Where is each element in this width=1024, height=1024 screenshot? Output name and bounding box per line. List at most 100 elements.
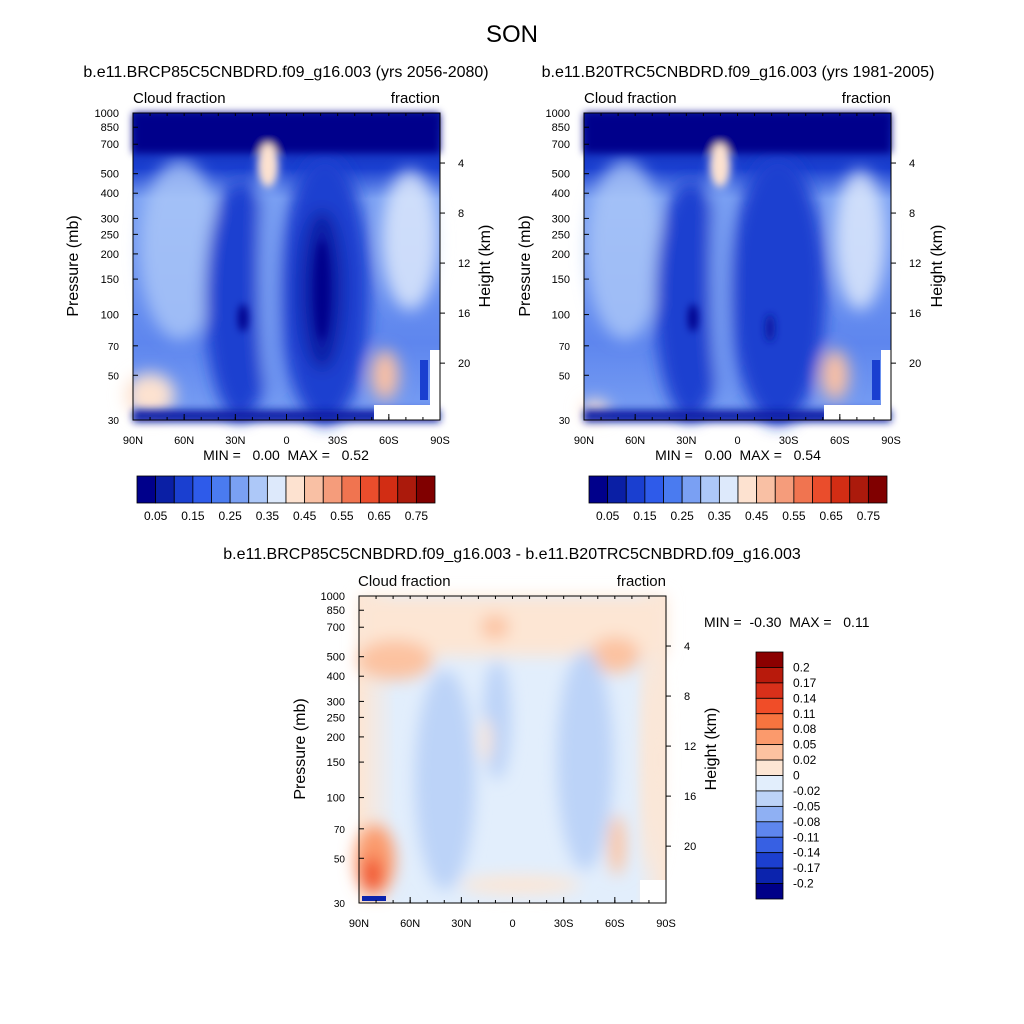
panel-2-y2ticks: 20 16 12 8 4 — [891, 158, 921, 370]
colorbar-label: -0.17 — [793, 861, 821, 875]
y-tick-label: 150 — [327, 757, 345, 769]
colorbar-box — [173, 475, 194, 504]
x-tick-label: 90N — [123, 435, 143, 447]
x-tick-label: 90S — [656, 918, 676, 930]
y-tick-label: 850 — [552, 122, 570, 134]
y-tick-label: 400 — [552, 188, 570, 200]
panel-3-left-label: Cloud fraction — [358, 573, 451, 590]
y2-tick-label: 8 — [909, 208, 915, 220]
y2-tick-label: 20 — [684, 841, 696, 853]
panel-3-field — [355, 596, 666, 903]
panel-3-y2ticks: 20 16 12 8 4 — [666, 641, 696, 853]
y-tick-label: 100 — [327, 793, 345, 805]
y-tick-label: 850 — [101, 122, 119, 134]
colorbar-box — [663, 475, 683, 504]
y-tick-label: 150 — [552, 274, 570, 286]
colorbar-box — [812, 475, 832, 504]
colorbar-label: 0.65 — [819, 509, 843, 523]
colorbar-box — [755, 790, 784, 807]
y-tick-label: 250 — [101, 229, 119, 241]
colorbar-label: 0.05 — [144, 509, 168, 523]
colorbar-label: 0.11 — [793, 707, 816, 721]
panel-1-y2label: Height (km) — [477, 225, 494, 308]
colorbar-box — [755, 682, 784, 699]
x-tick-label: 30S — [328, 435, 348, 447]
y-tick-label: 200 — [101, 249, 119, 261]
colorbar-box — [774, 475, 795, 504]
colorbar-box — [700, 475, 720, 504]
x-tick-label: 90N — [574, 435, 594, 447]
colorbar-box — [718, 475, 739, 504]
colorbar-box — [285, 475, 306, 504]
colorbar-box — [229, 475, 250, 504]
y2-tick-label: 16 — [909, 308, 921, 320]
y2-tick-label: 20 — [458, 358, 470, 370]
y-tick-label: 300 — [552, 213, 570, 225]
colorbar-label: 0.02 — [793, 753, 817, 767]
panel-2-xticks: 90N 60N 30N 0 30S 60S 90S — [574, 113, 901, 447]
colorbar-box — [755, 667, 784, 684]
x-tick-label: 60S — [379, 435, 399, 447]
panel-1-y2ticks: 20 16 12 8 4 — [440, 158, 470, 370]
colorbar-label: 0.65 — [367, 509, 391, 523]
x-tick-label: 30S — [554, 918, 574, 930]
panel-2: b.e11.B20TRC5CNBDRD.f09_g16.003 (yrs 198… — [517, 64, 946, 523]
colorbar-label: 0.35 — [256, 509, 280, 523]
colorbar-box — [322, 475, 343, 504]
y-tick-label: 500 — [552, 169, 570, 181]
y-tick-label: 50 — [334, 854, 346, 865]
panel-3-minmax: MIN = -0.30 MAX = 0.11 — [704, 614, 870, 630]
colorbar-box — [755, 867, 784, 884]
colorbar-box — [755, 651, 784, 668]
y-tick-label: 50 — [559, 371, 571, 382]
colorbar-box — [360, 475, 380, 504]
y-tick-label: 1000 — [546, 108, 570, 120]
colorbar-box — [755, 775, 784, 792]
colorbar-box — [266, 475, 287, 504]
panel-3-colorbar: 0.2 0.170.14 0.110.08 0.050.02 0-0.02-0.05 -0… — [755, 651, 821, 900]
y-tick-label: 30 — [559, 416, 571, 427]
colorbar-box — [755, 821, 784, 838]
colorbar-label: 0.05 — [596, 509, 620, 523]
colorbar-label: 0.35 — [708, 509, 732, 523]
colorbar-box — [755, 744, 784, 761]
y-tick-label: 1000 — [95, 108, 119, 120]
y-tick-label: 700 — [327, 622, 345, 634]
y-tick-label: 200 — [327, 732, 345, 744]
panel-2-y2label: Height (km) — [929, 225, 946, 308]
panel-3-yticks: 30 50 70 100 150 200 250 300 400 500 700 850 1000 — [321, 591, 364, 910]
y-tick-label: 100 — [101, 310, 119, 322]
panel-2-colorbar: 0.05 0.15 0.25 0.35 0.45 0.55 0.65 0.75 — [588, 475, 888, 523]
y-tick-label: 50 — [108, 371, 120, 382]
colorbar-box — [755, 805, 784, 823]
colorbar-label: 0 — [793, 769, 800, 783]
y2-tick-label: 20 — [909, 358, 921, 370]
colorbar-box — [304, 475, 324, 504]
panel-1: b.e11.BRCP85C5CNBDRD.f09_g16.003 (yrs 20… — [65, 64, 494, 523]
colorbar-label: 0.2 — [793, 660, 810, 674]
y-tick-label: 300 — [327, 696, 345, 708]
colorbar-box — [755, 883, 784, 900]
y2-tick-label: 4 — [684, 641, 690, 653]
panel-2-title: b.e11.B20TRC5CNBDRD.f09_g16.003 (yrs 198… — [542, 64, 935, 81]
panel-2-ylabel: Pressure (mb) — [517, 215, 534, 316]
colorbar-label: 0.14 — [793, 691, 817, 705]
colorbar-label: 0.17 — [793, 676, 817, 690]
y-tick-label: 70 — [334, 825, 346, 836]
colorbar-box — [397, 475, 417, 504]
x-tick-label: 90S — [881, 435, 901, 447]
colorbar-label: -0.14 — [793, 846, 821, 860]
colorbar-box — [625, 475, 646, 504]
colorbar-label: 0.55 — [782, 509, 806, 523]
panel-3: b.e11.BRCP85C5CNBDRD.f09_g16.003 - b.e11… — [223, 546, 869, 930]
colorbar-label: 0.15 — [181, 509, 205, 523]
panel-1-title: b.e11.BRCP85C5CNBDRD.f09_g16.003 (yrs 20… — [83, 64, 488, 81]
x-tick-label: 60S — [605, 918, 625, 930]
panel-2-right-label: fraction — [842, 90, 891, 107]
y-tick-label: 1000 — [321, 591, 345, 603]
y2-tick-label: 16 — [458, 308, 470, 320]
colorbar-box — [248, 475, 268, 504]
colorbar-label: 0.25 — [670, 509, 694, 523]
y-tick-label: 500 — [101, 169, 119, 181]
panel-3-y2label: Height (km) — [703, 708, 720, 791]
